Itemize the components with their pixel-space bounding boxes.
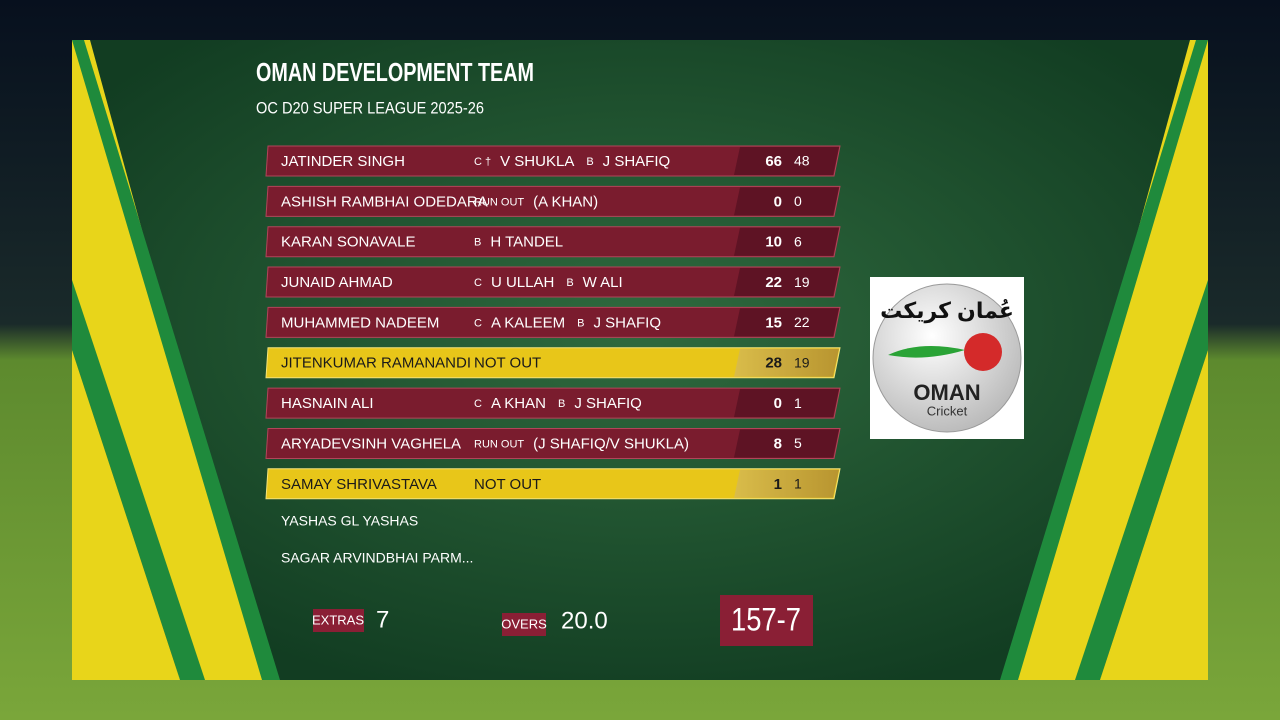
dismissal: J SHAFIQ [574, 395, 642, 412]
balls: 19 [794, 274, 810, 290]
runs: 22 [765, 274, 782, 291]
dismissal: V SHUKLA [500, 153, 574, 170]
logo-name: OMAN [913, 380, 980, 405]
dismissal: W ALI [583, 274, 623, 291]
dismissal: RUN OUT [474, 438, 524, 450]
logo-arabic: عُمان كريكت [880, 298, 1014, 324]
dismissal: A KHAN [491, 395, 546, 412]
logo-disc [872, 283, 1022, 433]
balls: 5 [794, 435, 802, 451]
extras-label: EXTRAS [312, 612, 364, 627]
batter-name: JATINDER SINGH [281, 153, 405, 170]
batter-row [265, 387, 841, 419]
dismissal: B [566, 277, 573, 289]
total-box [720, 595, 813, 646]
runs: 8 [774, 435, 782, 452]
stripe [1000, 40, 1208, 680]
extras-label-box [313, 609, 364, 632]
yet-to-bat: YASHAS GL YASHAS [281, 513, 418, 529]
runs: 28 [765, 355, 782, 372]
score-cell [734, 268, 839, 297]
batter-name: HASNAIN ALI [281, 395, 374, 412]
dismissal: U ULLAH [491, 274, 554, 291]
batter-row [265, 306, 841, 338]
dismissal: B [586, 156, 593, 168]
score-cell [734, 389, 839, 418]
dismissal: (A KHAN) [533, 193, 598, 210]
dismissal: C [474, 398, 482, 410]
balls: 19 [794, 354, 810, 370]
yet-to-bat: SAGAR ARVINDBHAI PARM... [281, 550, 473, 566]
dismissal: C [474, 277, 482, 289]
runs: 1 [774, 476, 782, 493]
logo-flame [888, 346, 965, 358]
score-cell [734, 187, 839, 216]
dismissal: NOT OUT [474, 355, 541, 372]
dismissal: C [474, 317, 482, 329]
score-cell [734, 429, 839, 458]
batter-name: MUHAMMED NADEEM [281, 314, 439, 331]
dismissal: (J SHAFIQ/V SHUKLA) [533, 435, 689, 452]
overs-label: OVERS [501, 616, 547, 631]
stripe [1075, 280, 1208, 680]
dismissal: A KALEEM [491, 314, 565, 331]
overs-value: 20.0 [561, 607, 608, 634]
runs: 15 [765, 314, 782, 331]
runs: 10 [765, 234, 782, 251]
dismissal: B [558, 398, 565, 410]
total-score: 157-7 [731, 601, 801, 637]
batter-row [265, 145, 841, 177]
batter-name: KARAN SONAVALE [281, 234, 416, 251]
logo-tagline: Cricket [927, 403, 968, 418]
batter-row [265, 468, 841, 500]
batter-name: JUNAID AHMAD [281, 274, 393, 291]
dismissal: J SHAFIQ [594, 314, 662, 331]
batter-name: SAMAY SHRIVASTAVA [281, 476, 437, 493]
score-cell [734, 308, 839, 337]
stripe [72, 350, 180, 680]
dismissal: B [577, 317, 584, 329]
batter-name: ASHISH RAMBHAI ODEDARA [281, 193, 488, 210]
runs: 0 [774, 395, 782, 412]
balls: 6 [794, 233, 802, 249]
logo-ball [964, 333, 1002, 371]
extras-value: 7 [376, 606, 389, 633]
balls: 22 [794, 314, 810, 330]
dismissal: C † [474, 156, 491, 168]
score-cell [734, 469, 839, 498]
stripe [1100, 350, 1208, 680]
batter-row [265, 226, 841, 258]
balls: 1 [794, 395, 802, 411]
score-cell [734, 147, 839, 175]
score-cell [734, 348, 839, 377]
balls: 0 [794, 193, 802, 209]
batter-row [265, 266, 841, 298]
batter-name: ARYADEVSINH VAGHELA [281, 435, 461, 452]
balls: 48 [794, 153, 810, 169]
batter-row [265, 347, 841, 379]
batter-row [265, 427, 841, 459]
dismissal: NOT OUT [474, 476, 541, 493]
score-cell [734, 227, 839, 256]
balls: 1 [794, 476, 802, 492]
batter-row [265, 185, 841, 217]
league-subtitle: OC D20 SUPER LEAGUE 2025-26 [256, 98, 484, 117]
stripe [72, 40, 280, 680]
overs-label-box [502, 613, 546, 636]
dismissal: H TANDEL [490, 234, 563, 251]
stripe [72, 280, 205, 680]
team-title: OMAN DEVELOPMENT TEAM [256, 57, 534, 87]
dismissal: B [474, 237, 481, 249]
dismissal: RUN OUT [474, 196, 524, 208]
runs: 66 [765, 153, 782, 170]
batter-name: JITENKUMAR RAMANANDI [281, 355, 471, 372]
dismissal: J SHAFIQ [603, 153, 671, 170]
runs: 0 [774, 193, 782, 210]
